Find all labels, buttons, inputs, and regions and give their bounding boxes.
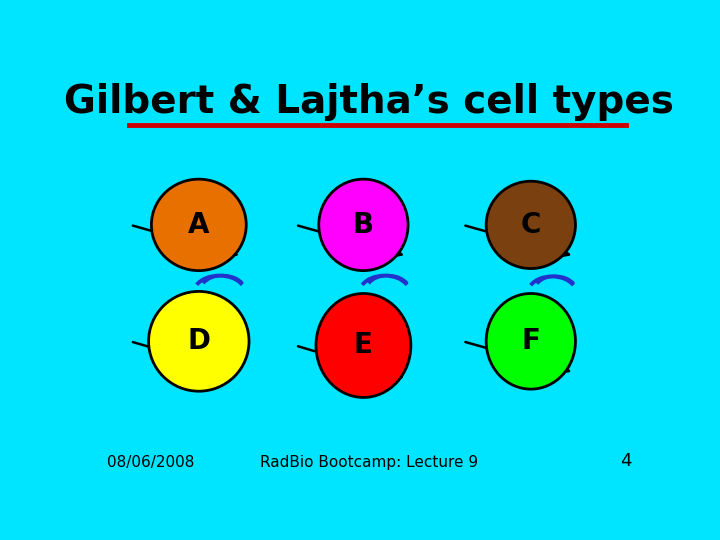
Text: 08/06/2008: 08/06/2008 bbox=[107, 455, 194, 470]
Text: B: B bbox=[353, 211, 374, 239]
Text: Gilbert & Lajtha’s cell types: Gilbert & Lajtha’s cell types bbox=[64, 83, 674, 121]
Ellipse shape bbox=[319, 179, 408, 271]
Text: F: F bbox=[521, 327, 540, 355]
Text: 4: 4 bbox=[620, 452, 631, 470]
Text: A: A bbox=[188, 211, 210, 239]
Ellipse shape bbox=[486, 181, 575, 268]
Ellipse shape bbox=[486, 294, 575, 389]
Ellipse shape bbox=[316, 293, 411, 397]
Text: D: D bbox=[187, 327, 210, 355]
Ellipse shape bbox=[148, 292, 249, 391]
Ellipse shape bbox=[151, 179, 246, 271]
Text: E: E bbox=[354, 332, 373, 360]
Text: C: C bbox=[521, 211, 541, 239]
Text: RadBio Bootcamp: Lecture 9: RadBio Bootcamp: Lecture 9 bbox=[260, 455, 478, 470]
